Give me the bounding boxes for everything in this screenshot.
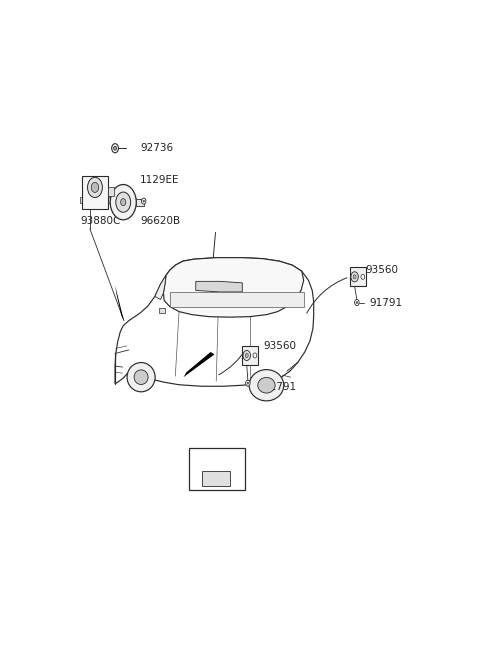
Bar xyxy=(190,448,245,490)
Circle shape xyxy=(143,200,144,202)
Circle shape xyxy=(351,272,359,282)
Text: 1129EE: 1129EE xyxy=(140,176,180,185)
Polygon shape xyxy=(155,275,166,299)
Polygon shape xyxy=(163,257,304,317)
Circle shape xyxy=(356,301,358,303)
Circle shape xyxy=(116,192,131,212)
Text: 91791: 91791 xyxy=(370,297,403,308)
Circle shape xyxy=(247,383,249,384)
Circle shape xyxy=(246,380,250,386)
Text: 93880C: 93880C xyxy=(81,216,121,226)
Text: 91791: 91791 xyxy=(264,383,297,392)
Circle shape xyxy=(91,182,99,193)
Text: 93560: 93560 xyxy=(365,265,398,275)
Bar xyxy=(170,292,304,307)
Bar xyxy=(80,196,83,202)
Circle shape xyxy=(355,299,359,305)
Bar xyxy=(108,196,110,202)
Bar xyxy=(242,346,258,365)
Circle shape xyxy=(243,350,251,360)
Bar xyxy=(350,267,366,286)
Text: 96620B: 96620B xyxy=(140,216,180,226)
Ellipse shape xyxy=(127,363,155,392)
Text: 92736: 92736 xyxy=(140,143,173,153)
Ellipse shape xyxy=(249,369,284,401)
Circle shape xyxy=(112,143,119,153)
Polygon shape xyxy=(196,282,242,292)
Circle shape xyxy=(114,146,117,150)
Text: 85864: 85864 xyxy=(201,453,234,462)
Ellipse shape xyxy=(134,370,148,384)
Circle shape xyxy=(87,178,102,198)
Bar xyxy=(83,176,108,209)
Polygon shape xyxy=(115,257,314,386)
Bar xyxy=(158,308,165,313)
Circle shape xyxy=(361,274,365,279)
Circle shape xyxy=(245,354,248,358)
Circle shape xyxy=(253,353,257,358)
Bar xyxy=(108,187,114,196)
Polygon shape xyxy=(183,352,215,377)
Circle shape xyxy=(120,198,126,206)
Bar xyxy=(202,471,229,486)
Polygon shape xyxy=(115,286,124,321)
Circle shape xyxy=(353,275,356,279)
Bar xyxy=(136,198,144,206)
Circle shape xyxy=(110,185,136,220)
Text: 93560: 93560 xyxy=(264,341,297,351)
Ellipse shape xyxy=(258,377,275,393)
Circle shape xyxy=(142,198,146,204)
